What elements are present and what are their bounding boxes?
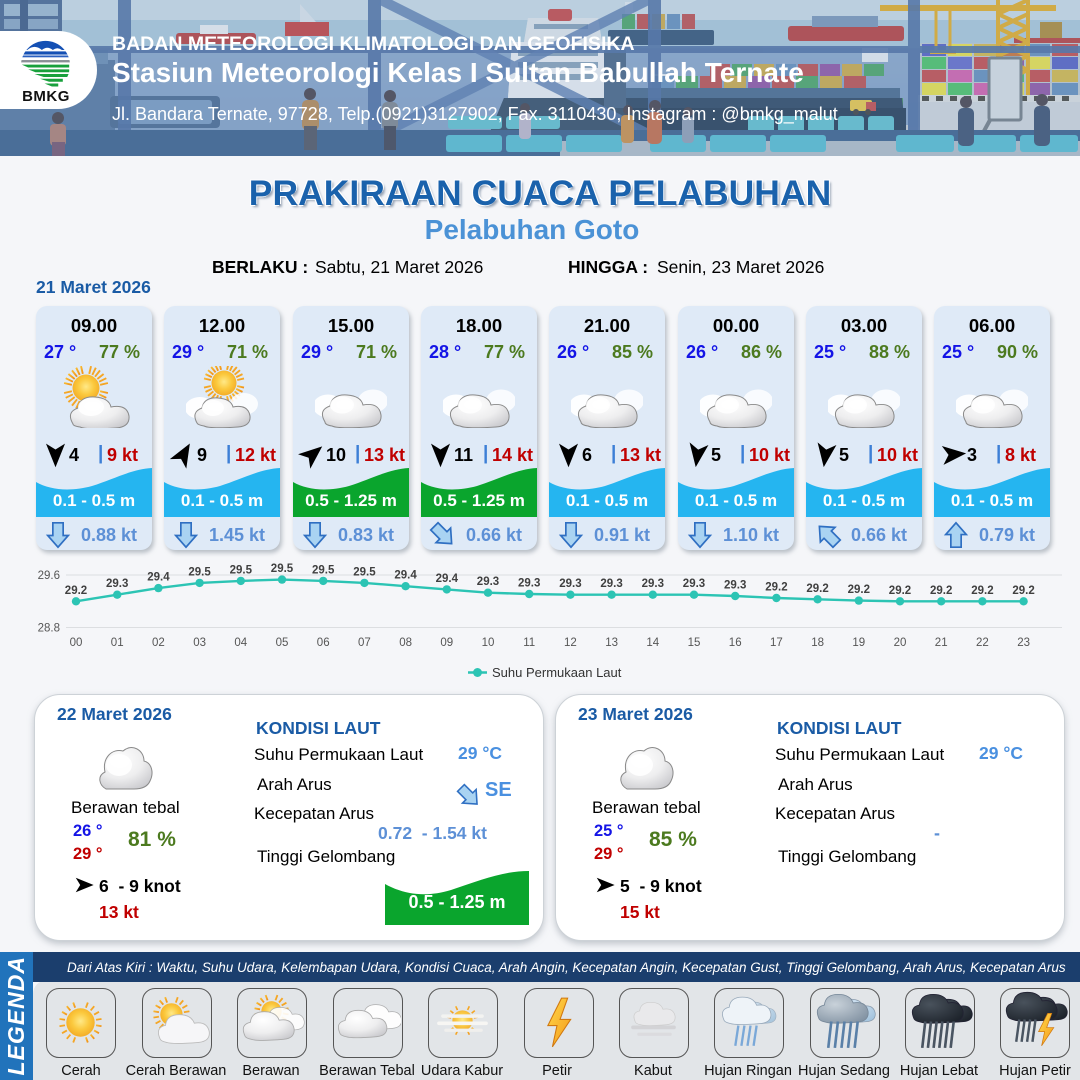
svg-text:29.3: 29.3 [559, 578, 581, 590]
svg-text:29.3: 29.3 [642, 578, 664, 590]
svg-text:21: 21 [935, 637, 948, 649]
svg-text:13: 13 [605, 637, 618, 649]
svg-text:29.2: 29.2 [65, 585, 87, 597]
svg-text:01: 01 [111, 637, 124, 649]
svg-text:03: 03 [193, 637, 206, 649]
svg-text:29.3: 29.3 [600, 578, 622, 590]
svg-text:29.2: 29.2 [971, 585, 993, 597]
svg-text:29.2: 29.2 [930, 585, 952, 597]
svg-text:29.5: 29.5 [353, 566, 376, 578]
svg-text:29.6: 29.6 [38, 570, 60, 582]
svg-text:08: 08 [399, 637, 412, 649]
svg-text:07: 07 [358, 637, 371, 649]
svg-text:29.5: 29.5 [312, 564, 335, 576]
svg-text:22: 22 [976, 637, 989, 649]
svg-text:29.2: 29.2 [889, 585, 911, 597]
svg-text:04: 04 [234, 637, 247, 649]
svg-text:05: 05 [276, 637, 289, 649]
svg-text:12: 12 [564, 637, 577, 649]
svg-text:29.4: 29.4 [147, 572, 170, 584]
svg-text:23: 23 [1017, 637, 1030, 649]
svg-text:29.3: 29.3 [683, 578, 705, 590]
svg-text:Suhu Permukaan Laut: Suhu Permukaan Laut [492, 665, 622, 680]
svg-text:29.2: 29.2 [1012, 585, 1034, 597]
svg-text:29.2: 29.2 [765, 582, 787, 594]
svg-text:00: 00 [70, 637, 83, 649]
svg-text:06: 06 [317, 637, 330, 649]
svg-text:29.3: 29.3 [518, 578, 540, 590]
svg-text:29.5: 29.5 [271, 563, 294, 575]
svg-text:29.3: 29.3 [724, 580, 746, 592]
svg-text:20: 20 [894, 637, 907, 649]
svg-text:29.5: 29.5 [230, 564, 253, 576]
svg-text:29.4: 29.4 [436, 573, 459, 585]
svg-text:29.3: 29.3 [106, 578, 128, 590]
svg-text:29.2: 29.2 [848, 584, 870, 596]
svg-text:29.2: 29.2 [806, 583, 828, 595]
svg-text:15: 15 [688, 637, 701, 649]
svg-text:19: 19 [852, 637, 865, 649]
svg-text:09: 09 [440, 637, 453, 649]
svg-text:28.8: 28.8 [38, 623, 60, 635]
svg-text:10: 10 [482, 637, 495, 649]
svg-text:29.3: 29.3 [477, 576, 499, 588]
svg-text:11: 11 [523, 637, 535, 649]
svg-text:16: 16 [729, 637, 742, 649]
svg-text:29.5: 29.5 [188, 566, 211, 578]
svg-text:17: 17 [770, 637, 783, 649]
svg-text:02: 02 [152, 637, 165, 649]
svg-text:18: 18 [811, 637, 824, 649]
svg-text:14: 14 [646, 637, 659, 649]
svg-text:29.4: 29.4 [394, 570, 417, 582]
